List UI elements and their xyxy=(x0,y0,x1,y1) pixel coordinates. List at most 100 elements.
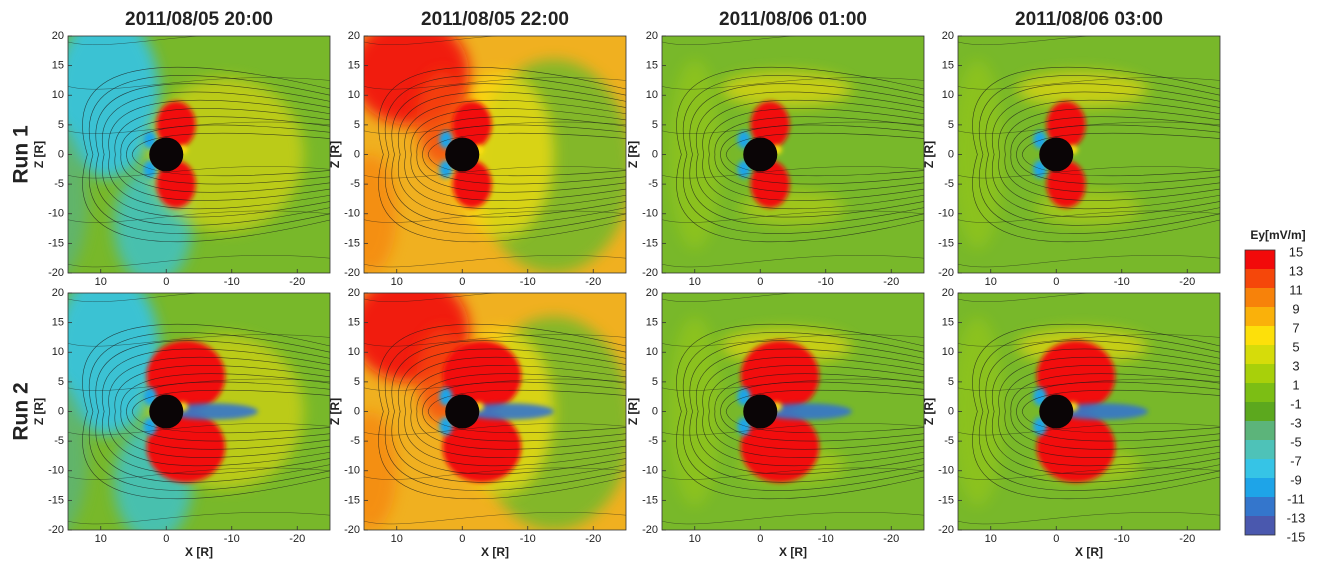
y-tick-label: -20 xyxy=(344,267,360,279)
colorbar-cell xyxy=(1245,478,1275,497)
y-tick-label: 0 xyxy=(652,405,658,417)
y-tick-label: -10 xyxy=(938,465,954,477)
x-tick-label: -10 xyxy=(818,533,834,545)
y-tick-label: 10 xyxy=(942,89,954,101)
y-tick-label: 15 xyxy=(348,60,360,72)
field-panel xyxy=(662,33,924,273)
y-tick-label: 20 xyxy=(646,30,658,42)
y-axis-label: Z [R] xyxy=(922,398,936,425)
y-tick-label: 20 xyxy=(348,30,360,42)
y-axis-label: Z [R] xyxy=(328,141,342,168)
y-tick-label: -5 xyxy=(54,178,64,190)
colorbar-label: 1 xyxy=(1292,377,1299,392)
colorbar-label: -13 xyxy=(1287,510,1306,525)
x-tick-label: 10 xyxy=(985,533,997,545)
x-tick-label: 0 xyxy=(163,533,169,545)
x-tick-label: -20 xyxy=(289,533,305,545)
y-tick-label: 0 xyxy=(58,405,64,417)
x-axis-label: X [R] xyxy=(481,545,509,559)
x-tick-label: -20 xyxy=(289,276,305,288)
y-tick-label: 5 xyxy=(948,376,954,388)
colorbar-label: 3 xyxy=(1292,358,1299,373)
colorbar-label: -15 xyxy=(1287,529,1306,544)
y-tick-label: 20 xyxy=(646,287,658,299)
y-tick-label: -5 xyxy=(944,435,954,447)
x-tick-label: -20 xyxy=(585,533,601,545)
y-tick-label: 10 xyxy=(942,346,954,358)
colorbar-label: 9 xyxy=(1292,301,1299,316)
x-tick-label: 0 xyxy=(163,276,169,288)
x-tick-label: -20 xyxy=(585,276,601,288)
colorbar-title: Ey[mV/m] xyxy=(1250,228,1305,242)
colorbar-label: -1 xyxy=(1290,396,1302,411)
x-tick-label: -10 xyxy=(818,276,834,288)
y-tick-label: 20 xyxy=(52,30,64,42)
colorbar-cell xyxy=(1245,440,1275,459)
y-tick-label: -5 xyxy=(54,435,64,447)
x-tick-label: 0 xyxy=(1053,533,1059,545)
y-tick-label: 0 xyxy=(58,148,64,160)
y-tick-label: 10 xyxy=(348,346,360,358)
y-tick-label: 10 xyxy=(646,89,658,101)
colorbar-label: -5 xyxy=(1290,434,1302,449)
colorbar-label: -9 xyxy=(1290,472,1302,487)
y-axis-label: Z [R] xyxy=(626,141,640,168)
x-tick-label: 0 xyxy=(1053,276,1059,288)
x-tick-label: -20 xyxy=(1179,533,1195,545)
x-tick-label: 10 xyxy=(689,533,701,545)
colorbar-label: 13 xyxy=(1289,263,1303,278)
y-tick-label: 5 xyxy=(948,119,954,131)
y-tick-label: -15 xyxy=(642,494,658,506)
earth xyxy=(1039,394,1073,428)
y-tick-label: -10 xyxy=(48,465,64,477)
y-tick-label: -10 xyxy=(642,208,658,220)
colorbar-label: -7 xyxy=(1290,453,1302,468)
colorbar-cell xyxy=(1245,383,1275,402)
x-tick-label: 0 xyxy=(459,533,465,545)
y-tick-label: 20 xyxy=(942,30,954,42)
y-tick-label: -10 xyxy=(642,465,658,477)
y-tick-label: 0 xyxy=(354,405,360,417)
y-tick-label: 0 xyxy=(354,148,360,160)
y-tick-label: 15 xyxy=(646,317,658,329)
x-axis-label: X [R] xyxy=(779,545,807,559)
x-tick-label: -20 xyxy=(883,276,899,288)
y-tick-label: -20 xyxy=(344,524,360,536)
x-tick-label: -20 xyxy=(883,533,899,545)
colorbar-cell xyxy=(1245,421,1275,440)
column-title: 2011/08/06 03:00 xyxy=(1015,9,1163,30)
y-tick-label: -5 xyxy=(350,435,360,447)
y-tick-label: -15 xyxy=(48,494,64,506)
y-tick-label: -20 xyxy=(642,267,658,279)
y-tick-label: 10 xyxy=(646,346,658,358)
y-tick-label: 15 xyxy=(348,317,360,329)
y-tick-label: -5 xyxy=(648,178,658,190)
colorbar-cell xyxy=(1245,269,1275,288)
colorbar-label: 5 xyxy=(1292,339,1299,354)
y-tick-label: 5 xyxy=(354,119,360,131)
earth xyxy=(743,394,777,428)
x-tick-label: -10 xyxy=(1114,276,1130,288)
x-tick-label: 10 xyxy=(391,533,403,545)
y-axis-label: Z [R] xyxy=(626,398,640,425)
y-tick-label: 15 xyxy=(52,60,64,72)
colorbar-cell xyxy=(1245,250,1275,269)
colorbar-label: -3 xyxy=(1290,415,1302,430)
earth xyxy=(445,137,479,171)
y-tick-label: 5 xyxy=(354,376,360,388)
y-tick-label: -5 xyxy=(944,178,954,190)
figure: Ey[mV/m] 2011/08/05 20:002011/08/05 22:0… xyxy=(0,0,1325,562)
y-tick-label: -10 xyxy=(938,208,954,220)
colorbar-cell xyxy=(1245,307,1275,326)
y-tick-label: -20 xyxy=(48,267,64,279)
earth xyxy=(1039,137,1073,171)
y-tick-label: 15 xyxy=(52,317,64,329)
y-tick-label: 20 xyxy=(942,287,954,299)
y-tick-label: 0 xyxy=(652,148,658,160)
y-tick-label: 15 xyxy=(646,60,658,72)
field-panel xyxy=(662,290,924,530)
y-axis-label: Z [R] xyxy=(32,141,46,168)
y-tick-label: -10 xyxy=(344,465,360,477)
x-tick-label: 10 xyxy=(95,276,107,288)
y-tick-label: -15 xyxy=(344,494,360,506)
